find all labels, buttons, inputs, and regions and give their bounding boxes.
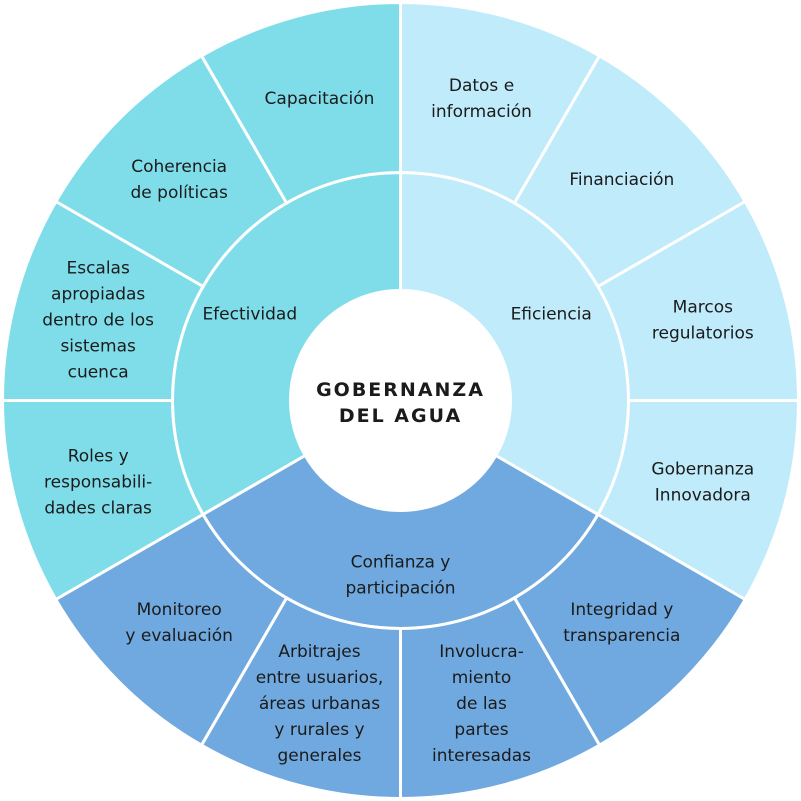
- dimension-label-confianza: Confianza y participación: [345, 552, 455, 598]
- principle-label-line: transparencia: [563, 626, 680, 646]
- principle-sector-efectividad-1: [53, 53, 289, 289]
- principle-label-line: dentro de los: [42, 310, 154, 330]
- dimension-label-confianza-line: Confianza y: [351, 552, 451, 572]
- principle-label-line: Coherencia: [131, 157, 227, 177]
- principle-label: Coherencia de políticas: [131, 157, 228, 203]
- principle-label-line: y evaluación: [125, 626, 233, 646]
- principle-label-line: Financiación: [569, 170, 674, 190]
- principle-label-line: Arbitrajes: [278, 642, 360, 662]
- principle-sector-confianza-3: [53, 512, 289, 748]
- principle-label-line: interesadas: [432, 746, 531, 766]
- principle-sector-efectividad-3: [0, 399, 206, 602]
- principle-label-line: cuenca: [68, 362, 129, 382]
- dimension-label-efectividad: Efectividad: [202, 304, 297, 324]
- center-title-line: GOBERNANZA: [316, 379, 485, 401]
- principle-label-line: responsabili-: [44, 472, 152, 492]
- principle-label-line: sistemas: [60, 336, 136, 356]
- principle-label-line: información: [431, 102, 532, 122]
- principle-label-line: Integridad y: [570, 600, 673, 620]
- principle-label-line: áreas urbanas: [259, 694, 380, 714]
- center-circle: [290, 290, 511, 511]
- principle-label: Monitoreo y evaluación: [125, 600, 233, 646]
- principle-label-line: Innovadora: [655, 485, 751, 505]
- principle-label: Arbitrajes entre usuarios, áreas urbanas y …: [256, 642, 384, 766]
- principle-label-line: dades claras: [44, 498, 152, 518]
- principle-label-line: Capacitación: [265, 89, 375, 109]
- principle-label: Gobernanza Innovadora: [651, 459, 754, 505]
- principle-label: Financiación: [569, 170, 674, 190]
- principle-label-line: entre usuarios,: [256, 668, 384, 688]
- principle-label-line: miento: [452, 668, 512, 688]
- principle-sector-efectividad-2: [0, 199, 206, 402]
- center-title: GOBERNANZA DEL AGUA: [316, 379, 485, 427]
- principle-label-line: Monitoreo: [137, 600, 222, 620]
- wheel-labels: Capacitación Coherencia de políticas Escala…: [42, 76, 754, 766]
- principle-label: Integridad y transparencia: [563, 600, 680, 646]
- principle-label: Involucra-miento de las partes interesadas: [432, 642, 531, 766]
- principle-label-line: Datos e: [449, 76, 514, 96]
- principle-label-line: Escalas: [66, 258, 130, 278]
- dimension-label-eficiencia: Eficiencia: [511, 304, 592, 324]
- principle-label-line: de políticas: [131, 183, 228, 203]
- principle-label: Capacitación: [265, 89, 375, 109]
- dimension-label-confianza-line: participación: [345, 578, 455, 598]
- principle-label: Escalas apropiadas dentro de los sistemas cu…: [42, 258, 154, 382]
- principle-label-line: partes: [454, 720, 508, 740]
- principle-label: Marcos regulatorios: [652, 297, 754, 343]
- principle-label-line: generales: [278, 746, 362, 766]
- center-title-line: DEL AGUA: [339, 405, 462, 427]
- principle-label-line: y rurales y: [274, 720, 364, 740]
- principle-label-line: Marcos: [673, 297, 733, 317]
- principle-label-line: Roles y: [68, 446, 129, 466]
- dimension-label-efectividad-line: Efectividad: [202, 304, 297, 324]
- principle-label: Datos e información: [431, 76, 532, 122]
- dimension-label-eficiencia-line: Eficiencia: [511, 304, 592, 324]
- principle-label-line: apropiadas: [51, 284, 145, 304]
- principle-label-line: de las: [456, 694, 507, 714]
- principle-label-line: regulatorios: [652, 323, 754, 343]
- principle-label-line: Involucra-: [439, 642, 524, 662]
- principle-label: Roles y responsabili-dades claras: [44, 446, 152, 518]
- principle-label-line: Gobernanza: [651, 459, 754, 479]
